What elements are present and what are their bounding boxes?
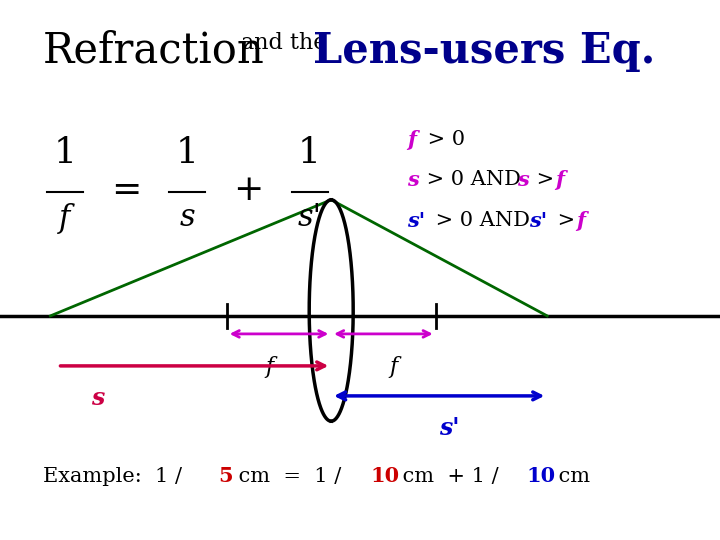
Text: Lens-users Eq.: Lens-users Eq. — [313, 30, 655, 72]
Text: f: f — [576, 211, 585, 231]
Text: 1: 1 — [298, 136, 321, 170]
Text: and the: and the — [241, 32, 327, 55]
Text: 10: 10 — [370, 466, 400, 486]
Text: s: s — [517, 170, 528, 190]
Text: s: s — [179, 202, 195, 233]
Text: >: > — [530, 170, 561, 189]
Text: s': s' — [439, 416, 459, 440]
Text: s: s — [91, 386, 104, 410]
Text: f: f — [265, 356, 273, 378]
Text: 5: 5 — [218, 466, 233, 486]
Text: 10: 10 — [526, 466, 555, 486]
Text: f: f — [555, 170, 564, 190]
Text: > 0: > 0 — [420, 130, 465, 148]
Text: cm: cm — [552, 467, 590, 486]
Text: 1: 1 — [176, 136, 199, 170]
Text: cm  =  1 /: cm = 1 / — [232, 467, 348, 486]
Text: s': s' — [407, 211, 425, 231]
Text: f: f — [390, 356, 397, 378]
Text: s': s' — [528, 211, 547, 231]
Text: > 0 AND: > 0 AND — [420, 170, 528, 189]
Text: =: = — [111, 173, 141, 207]
Text: f: f — [59, 202, 71, 233]
Text: Example:  1 /: Example: 1 / — [43, 467, 189, 486]
Text: Refraction: Refraction — [43, 30, 265, 72]
Text: s: s — [407, 170, 418, 190]
Text: cm  + 1 /: cm + 1 / — [396, 467, 505, 486]
Text: f: f — [407, 130, 416, 150]
Text: +: + — [233, 173, 264, 207]
Text: s': s' — [297, 202, 322, 233]
Text: 1: 1 — [53, 136, 76, 170]
Text: > 0 AND: > 0 AND — [429, 211, 536, 229]
Text: >: > — [551, 211, 582, 229]
